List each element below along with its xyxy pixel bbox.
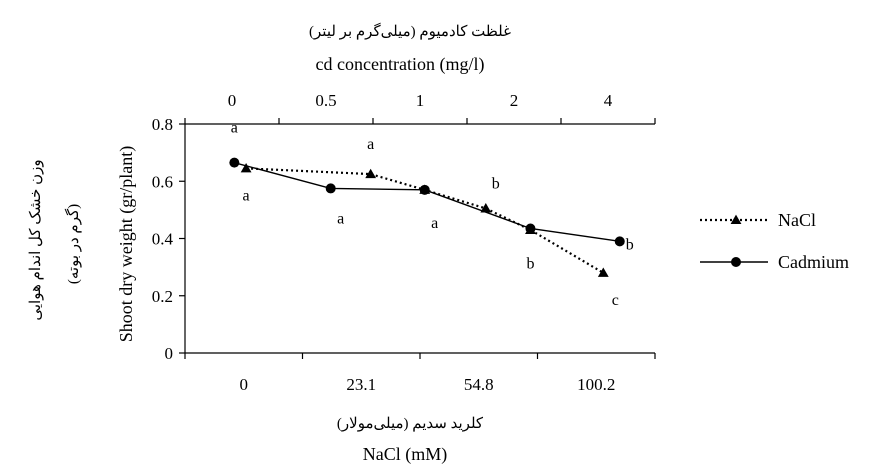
point-nacl: [240, 162, 252, 173]
y-axis-title-fa-2: (گرم در بوته): [64, 204, 82, 284]
bottom-tick-label: 0: [240, 375, 249, 394]
bottom-axis-title: NaCl (mM): [363, 444, 448, 465]
y-ticks: 0 0.2 0.4 0.6 0.8: [152, 115, 185, 363]
series-line-cadmium: [234, 161, 620, 243]
bottom-tick-label: 23.1: [346, 375, 376, 394]
significance-letter: c: [612, 292, 619, 309]
point-cadmium: [325, 183, 336, 194]
point-nacl: [597, 267, 609, 277]
legend-marker-nacl: [730, 214, 742, 225]
top-tick-label: 1: [416, 91, 425, 110]
significance-letter: a: [337, 210, 344, 227]
y-tick-label: 0.4: [152, 230, 174, 249]
y-tick-label: 0.8: [152, 115, 173, 134]
significance-letter: a: [431, 215, 438, 232]
top-axis-title: cd concentration (mg/l): [316, 54, 485, 75]
top-ticks: 0 0.5 1 2 4: [184, 91, 656, 124]
significance-letter: a: [367, 136, 374, 153]
significance-letter: b: [492, 175, 500, 192]
bottom-axis-title-fa: کلرید سدیم (میلی‌مولار): [337, 416, 484, 432]
bottom-ticks: 0 23.1 54.8 100.2: [184, 353, 656, 394]
significance-letter: b: [526, 255, 534, 272]
top-tick-label: 2: [510, 91, 519, 110]
y-tick-label: 0: [165, 344, 174, 363]
y-axis-title-fa-1: وزن خشک کل اندام هوایی: [28, 159, 44, 320]
point-cadmium: [229, 157, 240, 168]
bottom-tick-label: 54.8: [464, 375, 494, 394]
legend-marker-cadmium: [731, 257, 741, 267]
series-line-nacl: [246, 167, 604, 274]
significance-letter: a: [243, 187, 250, 204]
top-tick-label: 0: [228, 91, 237, 110]
legend-label-nacl: NaCl: [778, 210, 816, 230]
significance-letter: b: [626, 236, 634, 253]
y-tick-label: 0.6: [152, 172, 173, 191]
top-axis-title-fa: غلظت کادمیوم (میلی‌گرم بر لیتر): [309, 22, 511, 40]
legend: NaCl Cadmium: [700, 210, 849, 272]
y-axis-title: Shoot dry weight (gr/plant): [116, 146, 137, 342]
top-tick-label: 0.5: [315, 91, 336, 110]
top-tick-label: 4: [604, 91, 613, 110]
point-cadmium: [525, 223, 536, 234]
axes: [184, 123, 655, 354]
point-nacl: [365, 168, 377, 179]
point-cadmium: [419, 184, 430, 195]
point-nacl: [480, 203, 492, 213]
bottom-tick-label: 100.2: [577, 375, 615, 394]
y-tick-label: 0.2: [152, 287, 173, 306]
significance-letter: a: [231, 120, 238, 137]
series-layer: [229, 157, 625, 277]
point-cadmium: [614, 236, 625, 247]
letters-layer: a a b c a a a b b: [231, 120, 634, 309]
legend-label-cadmium: Cadmium: [778, 252, 849, 272]
